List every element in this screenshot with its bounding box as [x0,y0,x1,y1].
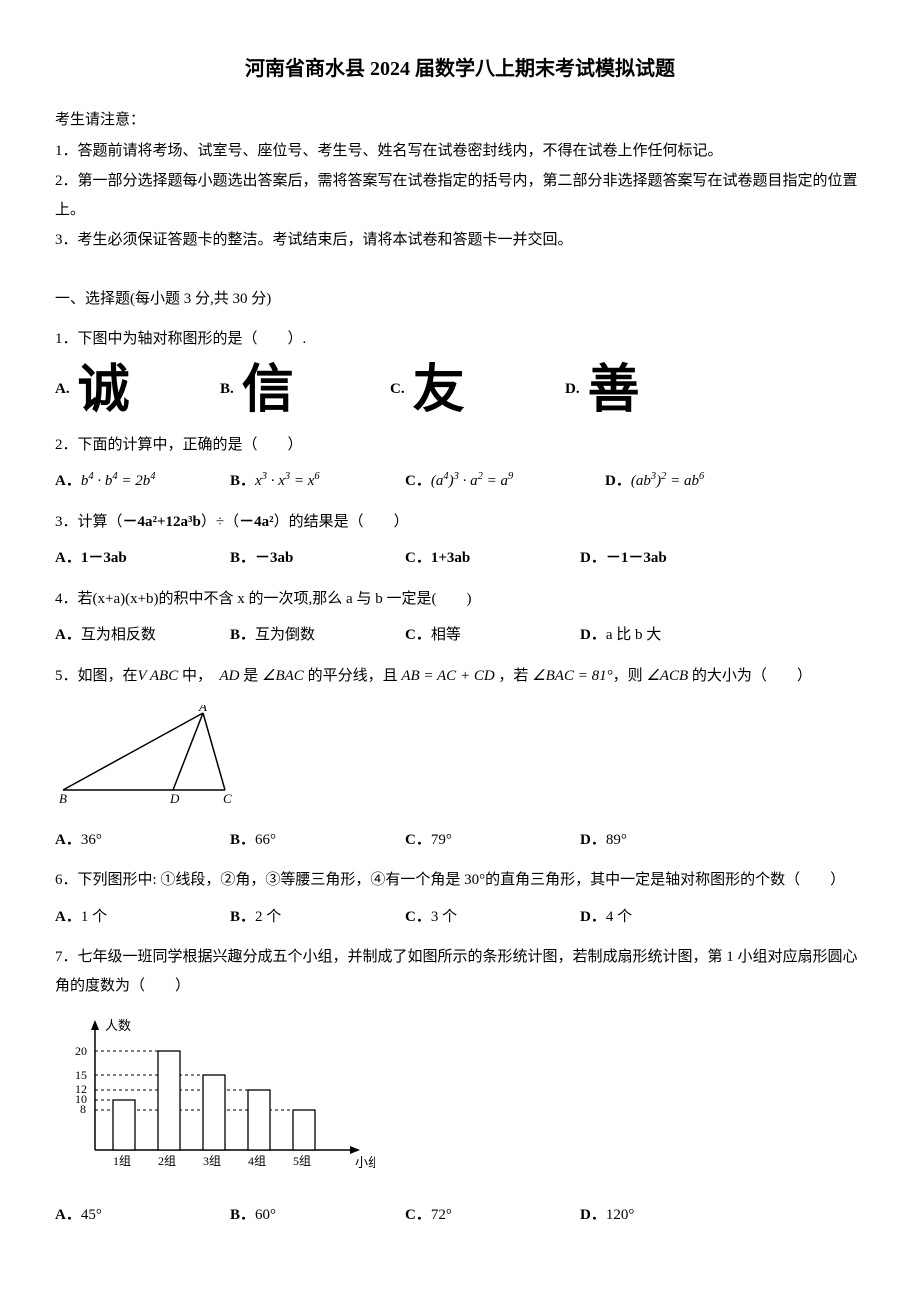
q5-option-a: A．36° [55,826,230,855]
q6-options: A．1 个 B．2 个 C．3 个 D．4 个 [55,903,865,932]
option-label-c: C. [390,375,405,404]
q1-option-a: A. 诚 [55,364,220,416]
q7-option-d: D．120° [580,1201,755,1230]
svg-text:5组: 5组 [293,1154,311,1168]
svg-text:15: 15 [75,1068,87,1082]
q5-diagram: A B D C [55,705,865,816]
q2-option-b: B．x3 · x3 = x6 [230,467,405,496]
question-5: 5．如图，在V ABC 中， AD 是 ∠BAC 的平分线，且 AB = AC … [55,662,865,691]
svg-text:人数: 人数 [105,1018,131,1033]
svg-text:1组: 1组 [113,1154,131,1168]
option-label-a: A. [55,375,70,404]
q1-char-c: 友 [413,364,465,416]
q3-option-b: B．－3ab [230,544,405,573]
triangle-svg: A B D C [55,705,255,805]
q3-options: A．1－3ab B．－3ab C．1+3ab D．－1－3ab [55,544,865,573]
q4-options: A．互为相反数 B．互为倒数 C．相等 D．a 比 b 大 [55,621,865,650]
q7-option-c: C．72° [405,1201,580,1230]
q6-option-d: D．4 个 [580,903,755,932]
q5-option-c: C．79° [405,826,580,855]
q6-option-b: B．2 个 [230,903,405,932]
q2-options: A．b4 · b4 = 2b4 B．x3 · x3 = x6 C．(a4)3 ·… [55,467,865,496]
svg-text:4组: 4组 [248,1154,266,1168]
q1-char-d: 善 [588,364,640,416]
q7-option-b: B．60° [230,1201,405,1230]
exam-title: 河南省商水县 2024 届数学八上期末考试模拟试题 [55,50,865,88]
q1-option-b: B. 信 [220,364,390,416]
q7-options: A．45° B．60° C．72° D．120° [55,1201,865,1230]
question-4: 4．若(x+a)(x+b)的积中不含 x 的一次项,那么 a 与 b 一定是( … [55,585,865,614]
notice-item-2: 2．第一部分选择题每小题选出答案后，需将答案写在试卷指定的括号内，第二部分非选择… [55,167,865,224]
svg-text:3组: 3组 [203,1154,221,1168]
svg-text:D: D [169,791,180,805]
option-label-d: D. [565,375,580,404]
question-6: 6．下列图形中: ①线段，②角，③等腰三角形，④有一个角是 30°的直角三角形，… [55,866,865,895]
q4-option-d: D．a 比 b 大 [580,621,755,650]
q2-option-c: C．(a4)3 · a2 = a9 [405,467,605,496]
question-3: 3．计算（－4a²+12a³b）÷（－4a²）的结果是（ ） [55,508,865,537]
option-label-b: B. [220,375,234,404]
svg-text:B: B [59,791,67,805]
notice-item-1: 1．答题前请将考场、试室号、座位号、考生号、姓名写在试卷密封线内，不得在试卷上作… [55,137,865,166]
q1-options: A. 诚 B. 信 C. 友 D. 善 [55,364,865,416]
q7-option-a: A．45° [55,1201,230,1230]
svg-text:C: C [223,791,232,805]
svg-text:小组: 小组 [355,1155,375,1170]
q1-option-d: D. 善 [565,364,715,416]
q2-option-d: D．(ab3)2 = ab6 [605,467,780,496]
svg-text:2组: 2组 [158,1154,176,1168]
svg-text:A: A [198,705,207,714]
notice-item-3: 3．考生必须保证答题卡的整洁。考试结束后，请将本试卷和答题卡一并交回。 [55,226,865,255]
question-2: 2．下面的计算中，正确的是（ ） [55,431,865,460]
q6-option-a: A．1 个 [55,903,230,932]
q1-char-a: 诚 [78,364,130,416]
q3-option-d: D．－1－3ab [580,544,755,573]
q5-option-b: B．66° [230,826,405,855]
q3-option-a: A．1－3ab [55,544,230,573]
q4-option-a: A．互为相反数 [55,621,230,650]
svg-text:20: 20 [75,1044,87,1058]
q3-option-c: C．1+3ab [405,544,580,573]
bar-chart-svg: 人数 小组 20 15 12 10 8 1组 2组 3组 4组 5组 [55,1015,375,1180]
q1-char-b: 信 [242,364,294,416]
q4-option-b: B．互为倒数 [230,621,405,650]
question-1: 1．下图中为轴对称图形的是（ ）. [55,325,865,354]
svg-text:8: 8 [80,1102,86,1116]
q5-options: A．36° B．66° C．79° D．89° [55,826,865,855]
section-1-header: 一、选择题(每小题 3 分,共 30 分) [55,285,865,314]
q7-chart: 人数 小组 20 15 12 10 8 1组 2组 3组 4组 5组 [55,1015,865,1191]
q5-option-d: D．89° [580,826,755,855]
notice-header: 考生请注意： [55,106,865,135]
question-7: 7．七年级一班同学根据兴趣分成五个小组，并制成了如图所示的条形统计图，若制成扇形… [55,943,865,1000]
q1-option-c: C. 友 [390,364,565,416]
q4-option-c: C．相等 [405,621,580,650]
q2-option-a: A．b4 · b4 = 2b4 [55,467,230,496]
q6-option-c: C．3 个 [405,903,580,932]
